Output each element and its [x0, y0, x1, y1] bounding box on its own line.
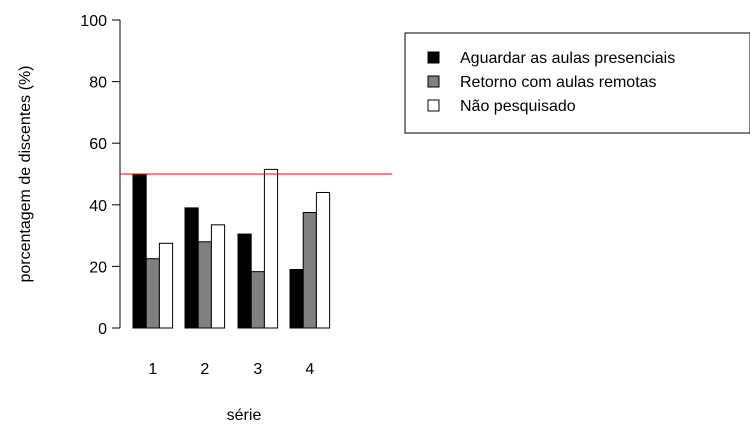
bar: [132, 173, 147, 329]
legend-items: Aguardar as aulas presenciais Retorno com…: [427, 50, 675, 115]
y-tick-label: 80: [89, 75, 107, 92]
x-tick-label: 2: [200, 361, 209, 378]
x-tick-label: 3: [253, 361, 262, 378]
legend-swatch: [427, 51, 440, 64]
y-axis-title: porcentagem de discentes (%): [17, 66, 34, 283]
y-tick-label: 60: [89, 136, 107, 153]
y-tick-label: 20: [89, 259, 107, 276]
legend-label: Não pesquisado: [460, 98, 576, 115]
x-tick-label: 4: [305, 361, 314, 378]
bar: [210, 224, 226, 329]
y-tick-label: 0: [98, 321, 107, 338]
legend: Aguardar as aulas presenciais Retorno com…: [404, 32, 750, 134]
legend-box: [404, 32, 750, 134]
bar: [237, 233, 252, 329]
y-ticks: 0 20 40 60 80 100: [80, 13, 120, 338]
y-tick-label: 40: [89, 198, 107, 215]
y-tick-label: 100: [80, 13, 107, 30]
x-tick-label: 1: [148, 361, 157, 378]
bars: [132, 168, 331, 329]
legend-label: Retorno com aulas remotas: [460, 74, 657, 91]
bar: [315, 191, 331, 329]
legend-swatch: [427, 75, 440, 88]
bar: [197, 241, 212, 329]
legend-label: Aguardar as aulas presenciais: [460, 50, 675, 67]
bar: [158, 242, 174, 329]
bar: [250, 271, 265, 329]
bar: [263, 168, 279, 329]
bar: [145, 258, 160, 329]
x-tick-labels: 1 2 3 4: [148, 361, 314, 378]
bar: [289, 268, 304, 329]
bar: [302, 212, 317, 329]
x-axis-title: série: [227, 407, 262, 424]
legend-swatch: [427, 99, 440, 112]
bar: [184, 207, 199, 329]
